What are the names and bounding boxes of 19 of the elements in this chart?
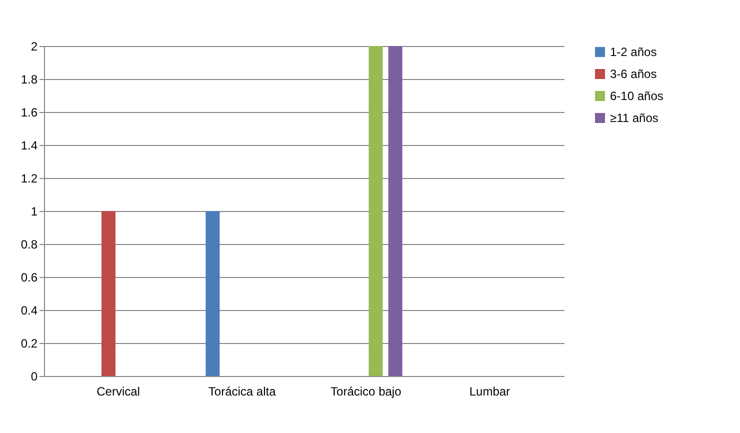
y-tick-label: 0.2: [20, 336, 38, 350]
y-tick-label: 0.4: [20, 304, 38, 318]
legend-label: 6-10 años: [610, 89, 664, 103]
x-tick-label: Cervical: [96, 384, 140, 398]
x-tick-label: Torácico bajo: [330, 384, 402, 398]
y-tick-label: 1: [30, 204, 38, 218]
legend-label: 3-6 años: [610, 67, 657, 81]
y-tick-label: 0: [30, 370, 38, 384]
legend-label: ≥11 años: [610, 111, 658, 125]
y-tick-label: 2: [30, 40, 38, 54]
y-tick-label: 1.2: [20, 172, 38, 186]
x-tick-label: Torácica alta: [208, 384, 276, 398]
y-tick-label: 0.8: [20, 238, 38, 252]
legend-label: 1-2 años: [610, 45, 657, 59]
x-tick-label: Lumbar: [469, 384, 510, 398]
y-tick-label: 1.6: [20, 106, 38, 120]
y-tick-label: 1.4: [20, 138, 38, 152]
y-tick-label: 0.6: [20, 270, 38, 284]
y-tick-label: 1.8: [20, 72, 38, 86]
